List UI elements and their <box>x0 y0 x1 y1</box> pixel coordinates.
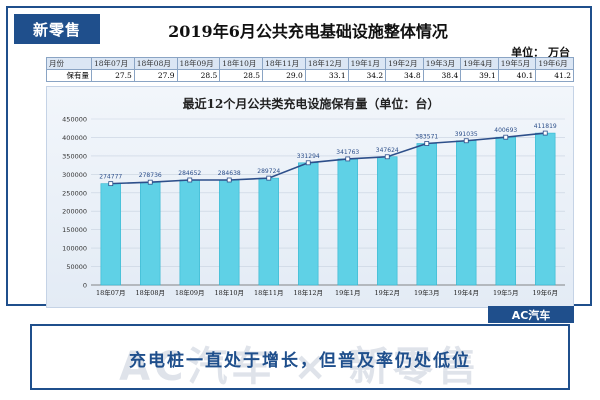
data-label: 289724 <box>257 168 280 175</box>
trend-marker <box>147 179 153 185</box>
trend-marker <box>108 181 114 187</box>
summary-month: 18年12月 <box>304 57 349 70</box>
brand-logo: AC汽车 <box>488 306 574 323</box>
summary-month: 19年2月 <box>385 57 424 70</box>
y-tick-label: 300000 <box>62 171 87 179</box>
summary-month: 19年5月 <box>497 57 537 70</box>
summary-value: 34.8 <box>385 69 424 82</box>
chart-title: 最近12个月公共类充电设施保有量（单位：台） <box>182 97 440 111</box>
bar <box>298 162 319 286</box>
x-tick-label: 19年6月 <box>533 288 558 297</box>
bar <box>416 143 437 286</box>
summary-header-row: 月份 18年07月 18年08月 18年09月 18年10月 18年11月 18… <box>46 57 574 70</box>
x-tick-label: 18年11月 <box>254 288 284 297</box>
trend-marker <box>226 177 232 183</box>
data-label: 347624 <box>376 147 399 154</box>
summary-month: 18年10月 <box>219 57 264 70</box>
bar <box>179 179 200 286</box>
bar <box>495 136 516 286</box>
summary-value: 38.4 <box>422 69 462 82</box>
summary-table: 月份 18年07月 18年08月 18年09月 18年10月 18年11月 18… <box>46 57 574 82</box>
bar <box>535 132 556 286</box>
y-tick-label: 200000 <box>62 208 87 216</box>
summary-month: 18年11月 <box>262 57 306 70</box>
trend-marker <box>345 156 351 162</box>
trend-marker <box>542 130 548 136</box>
trend-marker <box>266 175 272 181</box>
x-tick-label: 18年09月 <box>175 288 205 297</box>
watermark: AC汽车 × 新零售 <box>119 344 481 390</box>
summary-month: 19年6月 <box>535 57 574 70</box>
x-tick-label: 19年5月 <box>493 288 518 297</box>
summary-row-header: 保有量 <box>46 69 92 82</box>
data-label: 400693 <box>494 127 517 134</box>
report-frame: 新零售 2019年6月公共充电基础设施整体情况 单位： 万台 月份 18年07月… <box>6 6 592 308</box>
data-label: 284652 <box>178 170 201 177</box>
bar <box>219 179 240 286</box>
bar <box>456 140 477 286</box>
chart-container: 最近12个月公共类充电设施保有量（单位：台） 0 50000 100000 15000… <box>46 86 574 308</box>
trend-marker <box>503 134 509 140</box>
trend-marker <box>424 141 430 146</box>
summary-value: 28.5 <box>219 69 264 82</box>
data-label: 278736 <box>139 172 162 179</box>
bar <box>377 156 398 286</box>
summary-value-row: 保有量 27.5 27.9 28.5 28.5 29.0 33.1 34.2 3… <box>46 69 574 82</box>
x-tick-label: 19年1月 <box>335 288 360 297</box>
summary-value: 27.9 <box>133 69 178 82</box>
report-title: 2019年6月公共充电基础设施整体情况 <box>168 22 448 41</box>
y-tick-label: 400000 <box>62 134 87 142</box>
trend-marker <box>384 154 390 160</box>
summary-month: 18年07月 <box>91 57 135 70</box>
bar <box>337 158 358 286</box>
summary-month: 19年1月 <box>347 57 387 70</box>
summary-month: 18年09月 <box>176 57 221 70</box>
trend-marker <box>463 138 469 144</box>
badge-label: 新零售 <box>14 14 100 44</box>
caption-box: AC汽车 × 新零售 充电桩一直处于增长，但普及率仍处低位 <box>30 324 570 390</box>
y-tick-label: 0 <box>83 282 87 290</box>
summary-month: 19年4月 <box>460 57 499 70</box>
bar <box>140 181 161 286</box>
y-tick-label: 350000 <box>62 152 87 160</box>
data-label: 331294 <box>297 153 320 160</box>
summary-row-header: 月份 <box>46 57 92 70</box>
y-tick-label: 250000 <box>62 189 87 197</box>
x-tick-label: 19年2月 <box>375 288 400 297</box>
summary-value: 34.2 <box>347 69 387 82</box>
trend-marker <box>305 160 311 166</box>
x-tick-label: 18年07月 <box>96 288 126 297</box>
x-tick-label: 18年12月 <box>293 288 323 297</box>
summary-value: 40.1 <box>497 69 537 82</box>
x-tick-label: 19年4月 <box>454 288 479 297</box>
x-tick-label: 19年3月 <box>414 288 439 297</box>
trend-marker <box>187 177 193 183</box>
caption-text: 充电桩一直处于增长，但普及率仍处低位 <box>129 351 471 371</box>
summary-month: 18年08月 <box>133 57 178 70</box>
y-tick-label: 450000 <box>62 116 87 124</box>
data-label: 391035 <box>455 131 478 138</box>
summary-value: 27.5 <box>91 69 135 82</box>
summary-value: 33.1 <box>304 69 349 82</box>
summary-value: 41.2 <box>535 69 574 82</box>
data-label: 383571 <box>415 134 438 141</box>
trend-line <box>110 132 546 185</box>
y-tick-label: 100000 <box>62 245 87 253</box>
summary-month: 19年3月 <box>422 57 462 70</box>
x-tick-label: 18年10月 <box>214 288 244 297</box>
data-label: 274777 <box>99 174 122 181</box>
y-tick-label: 150000 <box>62 226 87 234</box>
summary-value: 29.0 <box>262 69 306 82</box>
unit-label: 单位： 万台 <box>511 46 570 59</box>
data-label: 284638 <box>218 170 241 177</box>
data-label: 411819 <box>534 123 557 130</box>
bar <box>100 183 121 286</box>
bar <box>258 177 279 286</box>
bar-chart: 0 50000 100000 150000 200000 250000 300000 3500… <box>62 116 565 297</box>
summary-value: 28.5 <box>176 69 221 82</box>
data-label: 341763 <box>336 149 359 156</box>
x-tick-label: 18年08月 <box>135 288 165 297</box>
y-tick-label: 50000 <box>66 263 87 271</box>
summary-value: 39.1 <box>460 69 499 82</box>
